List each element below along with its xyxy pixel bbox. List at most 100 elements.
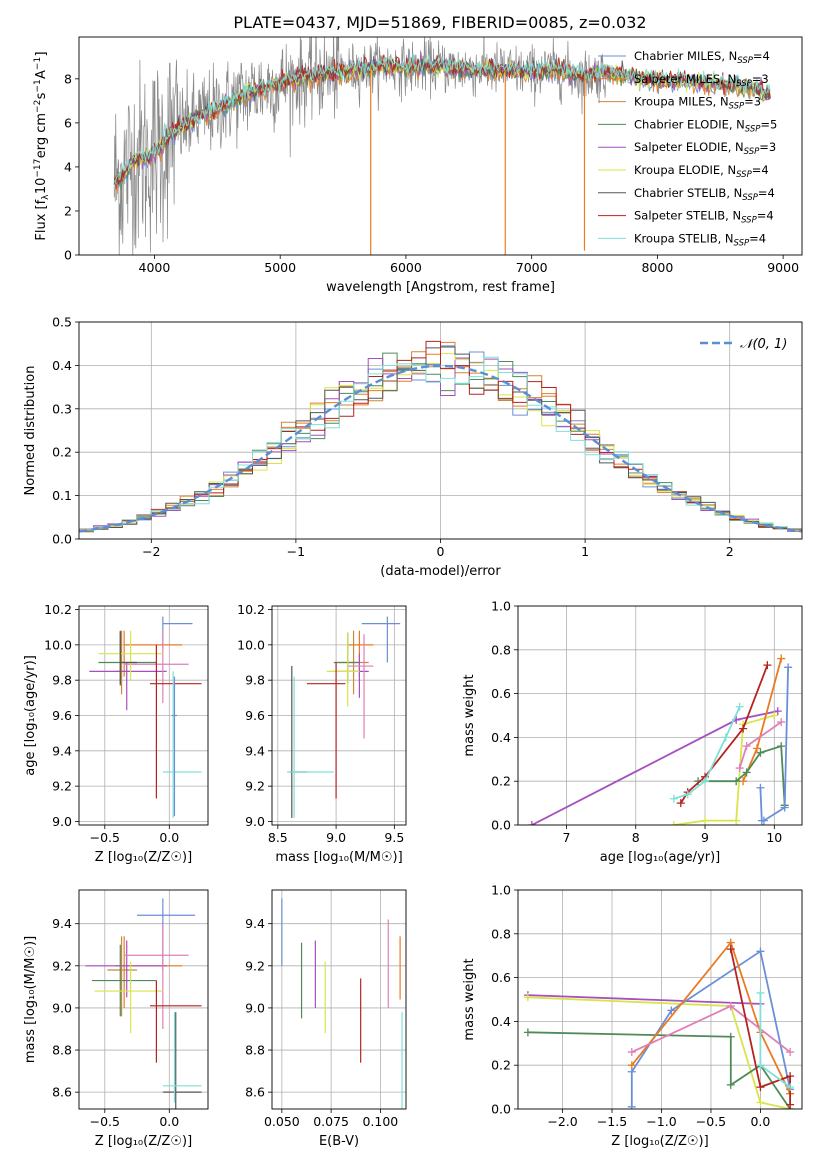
y-tick-label: 9.0 [52,814,72,829]
axes-frame [517,889,803,1110]
weight-marker [726,1032,735,1041]
axes-frame [78,889,209,1110]
data-point [98,630,163,681]
y-axis-label-part: −1 [33,57,43,70]
y-tick-label: 10.0 [237,637,265,652]
weight-marker [726,945,735,954]
weight-marker [756,783,765,792]
legend-label-sub: SSP [745,124,761,134]
legend-label-sub: SSP [744,147,760,157]
weight-marker [627,1048,636,1057]
weight-marker [773,707,782,716]
weight-marker [756,748,765,757]
weight-marker [756,1061,765,1070]
y-tick-label: 9.0 [245,814,265,829]
x-tick-label: −2 [142,544,160,559]
x-tick-label: 9000 [767,260,799,275]
panel-massweight-vs-age: 7 8 9 10 0.0 0.2 0.4 0.6 0.8 1.0 age [log₁₀(age/yr… [462,599,803,865]
y-tick-label: 9.0 [52,1000,72,1015]
weight-marker [701,816,710,825]
plot-area [79,890,208,1109]
weight-marker [726,1002,735,1011]
weight-marker [786,1048,795,1057]
plot-area [113,37,771,255]
weight-marker [669,794,678,803]
legend-label-tail: =4 [753,49,770,63]
plot-area [79,322,802,539]
axes-frame [271,605,407,826]
y-tick-label: 0.8 [491,926,511,941]
plot-area [79,606,208,825]
panel-mass-vs-Z: −0.5 0.0 8.6 8.8 9.0 9.2 9.4 Z [log₁₀(Z/Z☉)] mas… [23,889,209,1149]
data-point [289,666,307,818]
y-tick-label: 10.0 [44,637,72,652]
y-axis-label: mass weight [462,674,477,756]
y-tick-label: 6 [64,115,72,130]
legend-label: Salpeter STELIB, NSSP=4 [634,209,774,226]
data-point [287,676,334,818]
data-point [347,630,374,677]
weight-marker [676,799,685,808]
y-tick-label: 8.6 [52,1085,72,1100]
y-axis-label: Normed distribution [23,366,38,496]
legend-label-tail: =3 [744,95,761,109]
legend-label: Salpeter MILES, NSSP=3 [634,72,769,89]
data-point [347,634,374,739]
y-tick-label: 0.2 [491,774,511,789]
weight-marker [523,993,532,1002]
plot-area [518,606,802,825]
y-tick-label: 0.1 [52,488,72,503]
weight-marker [777,742,786,751]
data-point [326,632,360,707]
x-axis-label: Z [log₁₀(Z/Z☉)] [95,850,192,865]
y-axis-label-part: −17 [33,159,43,178]
data-point [94,961,163,1034]
y-tick-label: 9.6 [245,708,265,723]
data-point [89,662,167,711]
y-tick-label: 9.0 [245,1000,265,1015]
x-axis-label: E(B-V) [319,1134,359,1149]
y-axis-label: mass weight [462,958,477,1040]
legend-label-main: Kroupa STELIB, N [634,231,734,245]
y-tick-label: 0.4 [491,730,511,745]
y-axis-label-part: A [34,70,49,79]
weight-marker [759,816,768,825]
y-tick-label: 9.6 [52,708,72,723]
weight-marker [701,777,710,786]
y-axis-label: age [log₁₀(age/yr)] [23,655,38,776]
legend-label: Kroupa STELIB, NSSP=4 [634,231,766,248]
y-axis-label-part: ] [34,51,49,56]
x-tick-label: −0.5 [696,1114,726,1129]
y-tick-label: 0.6 [491,686,511,701]
legend-label: Salpeter ELODIE, NSSP=3 [634,140,776,157]
y-tick-label: 0.0 [491,1102,511,1117]
weight-marker [770,711,779,720]
data-point [333,632,360,684]
weight-marker [786,1072,795,1081]
y-tick-label: 9.2 [245,958,265,973]
x-tick-label: −1.0 [646,1114,676,1129]
y-axis-label: Flux [fλ 10−17 erg cm−2 s−1 A−1 ] [33,51,51,240]
data-point [149,980,202,1063]
weight-line [527,996,791,1109]
x-axis-label: Z [log₁₀(Z/Z☉)] [611,1134,708,1149]
x-tick-label: 0.0 [750,1114,770,1129]
x-tick-label: 8.5 [268,830,288,845]
weight-marker [780,803,789,812]
y-tick-label: 0 [64,248,72,263]
histogram-step [79,340,802,532]
x-tick-label: 0.075 [313,1114,349,1129]
data-point [119,630,138,686]
legend-label-sub: SSP [736,79,752,89]
panel-residual-hist: −2 −1 0 1 2 0.0 0.1 0.2 0.3 0.4 0.5 (data-model)/er… [23,315,803,579]
axes-frame [517,605,803,826]
y-tick-label: 0.4 [491,1014,511,1029]
weight-marker [627,1102,636,1109]
x-tick-label: 8000 [641,260,673,275]
panel-massweight-vs-Z: −2.0 −1.5 −1.0 −0.5 0.0 0.0 0.2 0.4 0.6 0.8 1.0 Z [… [462,883,803,1149]
y-axis-label-part: λ [41,194,51,200]
x-tick-label: −2.0 [547,1114,577,1129]
x-tick-label: 0.100 [362,1114,398,1129]
weight-line [673,706,741,800]
